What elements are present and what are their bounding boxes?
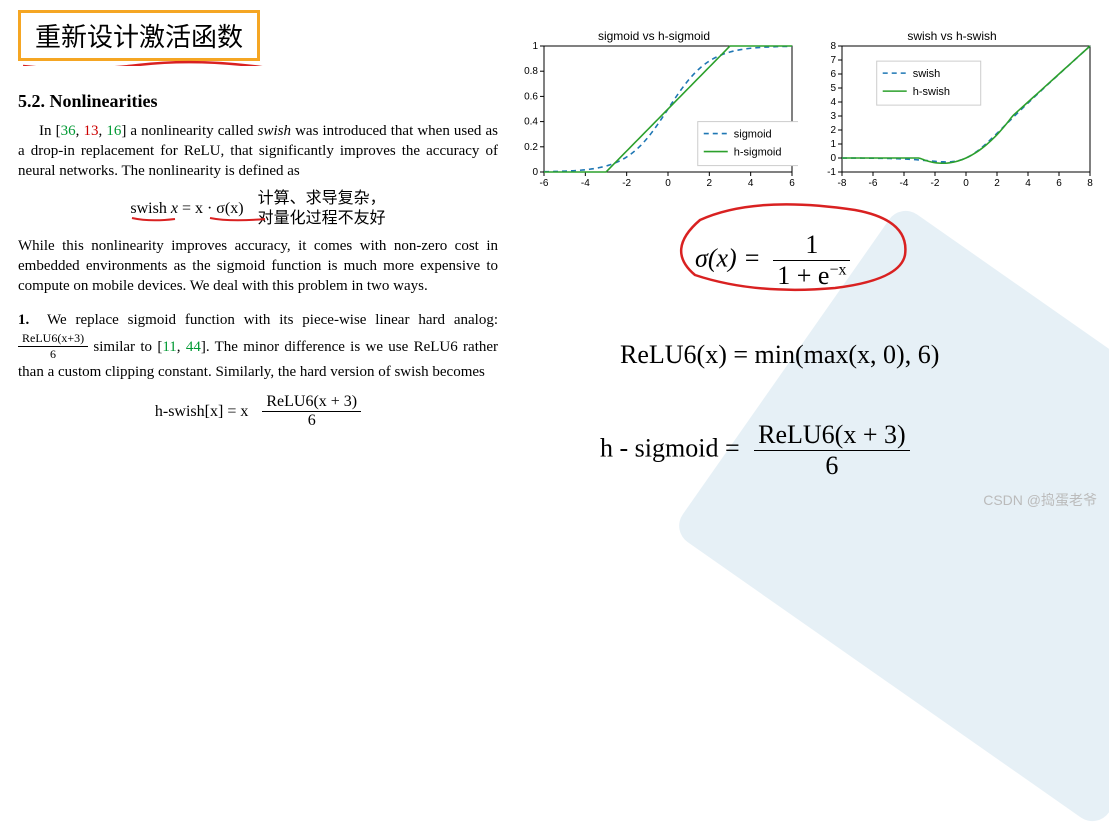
chart-sigmoid: sigmoid vs h-sigmoid -6 -4 -2 0 2 4 6 0 0.2 0.4 0.6… xyxy=(510,28,798,194)
svg-text:-4: -4 xyxy=(581,178,590,189)
hsigmoid-equation: h - sigmoid = ReLU6(x + 3) 6 xyxy=(600,420,910,481)
svg-text:-2: -2 xyxy=(622,178,631,189)
svg-text:0.8: 0.8 xyxy=(524,66,538,77)
svg-text:swish vs h-swish: swish vs h-swish xyxy=(907,29,996,43)
svg-text:h-swish: h-swish xyxy=(913,86,950,98)
title-text: 重新设计激活函数 xyxy=(35,23,243,52)
svg-text:0.6: 0.6 xyxy=(524,91,538,102)
svg-text:-2: -2 xyxy=(931,178,940,189)
watermark: CSDN @捣蛋老爷 xyxy=(983,490,1097,510)
svg-text:swish: swish xyxy=(913,68,941,80)
svg-text:-6: -6 xyxy=(869,178,878,189)
svg-text:h-sigmoid: h-sigmoid xyxy=(734,147,782,159)
svg-text:0.4: 0.4 xyxy=(524,117,538,128)
sigma-equation: σ(x) = 1 1 + e−x xyxy=(695,230,850,291)
svg-text:7: 7 xyxy=(830,55,836,66)
swish-red-underline xyxy=(130,214,270,224)
svg-text:1: 1 xyxy=(830,139,836,150)
chart-swish: swish vs h-swish -8 -6 -4 -2 0 2 4 6 8 -1 0 1 2 3 4 5 6 7 8… xyxy=(808,28,1096,194)
svg-text:0: 0 xyxy=(665,178,671,189)
svg-text:-8: -8 xyxy=(838,178,847,189)
svg-text:6: 6 xyxy=(830,69,836,80)
svg-text:0: 0 xyxy=(830,153,836,164)
paragraph-2: While this nonlinearity improves accurac… xyxy=(18,237,498,296)
svg-text:-6: -6 xyxy=(540,178,549,189)
svg-text:2: 2 xyxy=(830,125,836,136)
svg-text:8: 8 xyxy=(1087,178,1093,189)
svg-text:6: 6 xyxy=(789,178,795,189)
left-column: 重新设计激活函数 5.2. Nonlinearities In [36, 13,… xyxy=(18,10,498,438)
svg-text:2: 2 xyxy=(707,178,713,189)
svg-text:sigmoid vs h-sigmoid: sigmoid vs h-sigmoid xyxy=(598,29,710,43)
swish-equation: swish x = x · σ(x) 计算、求导复杂， 对量化过程不友好 xyxy=(18,189,498,229)
hswish-equation: h-swish[x] = x ReLU6(x + 3)6 xyxy=(18,393,498,430)
paragraph-3: 1. We replace sigmoid function with its … xyxy=(18,311,498,383)
svg-text:-4: -4 xyxy=(900,178,909,189)
svg-text:1: 1 xyxy=(532,41,538,52)
svg-text:4: 4 xyxy=(1025,178,1031,189)
svg-text:-1: -1 xyxy=(827,167,836,178)
relu6-equation: ReLU6(x) = min(max(x, 0), 6) xyxy=(620,340,939,370)
svg-text:0: 0 xyxy=(532,167,538,178)
svg-text:5: 5 xyxy=(830,83,836,94)
section-heading: 5.2. Nonlinearities xyxy=(18,91,498,112)
svg-text:4: 4 xyxy=(830,97,836,108)
svg-text:0: 0 xyxy=(963,178,969,189)
svg-text:0.2: 0.2 xyxy=(524,142,538,153)
title-red-underline xyxy=(18,58,288,66)
svg-text:4: 4 xyxy=(748,178,754,189)
chinese-note: 计算、求导复杂， 对量化过程不友好 xyxy=(258,189,386,229)
svg-text:3: 3 xyxy=(830,111,836,122)
title-boxed: 重新设计激活函数 xyxy=(18,10,260,61)
svg-text:6: 6 xyxy=(1056,178,1062,189)
svg-text:2: 2 xyxy=(994,178,1000,189)
svg-text:8: 8 xyxy=(830,41,836,52)
paragraph-1: In [36, 13, 16] a nonlinearity called sw… xyxy=(18,122,498,181)
svg-text:sigmoid: sigmoid xyxy=(734,129,772,141)
